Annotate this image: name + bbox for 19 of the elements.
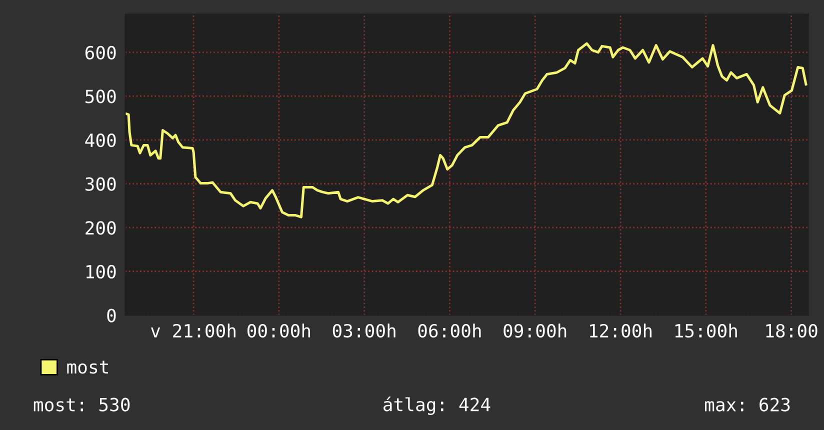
y-tick-label: 400 xyxy=(85,133,116,148)
y-tick-label: 0 xyxy=(107,308,116,322)
x-tick-label: 03:00h xyxy=(332,324,396,338)
text: most: 530 xyxy=(34,398,130,412)
y-tick-label: 100 xyxy=(86,264,116,279)
y-tick-label: 300 xyxy=(86,177,116,191)
x-tick-label: v 21:00h xyxy=(150,324,236,338)
y-tick-label: 500 xyxy=(86,90,116,104)
text: átlag: 424 xyxy=(384,396,490,415)
x-tick-label: 09:00h xyxy=(504,324,566,338)
legend-label: most xyxy=(67,360,108,374)
y-tick-label: 600 xyxy=(85,46,116,60)
x-tick-label: 00:00h xyxy=(248,324,310,338)
y-tick-label: 200 xyxy=(86,221,116,235)
text: max: 623 xyxy=(705,398,790,412)
x-tick-label: 18:00 xyxy=(766,324,818,338)
x-tick-label: 15:00h xyxy=(675,324,737,338)
x-tick-label: 12:00h xyxy=(590,324,652,338)
x-tick-label: 06:00h xyxy=(418,324,481,338)
